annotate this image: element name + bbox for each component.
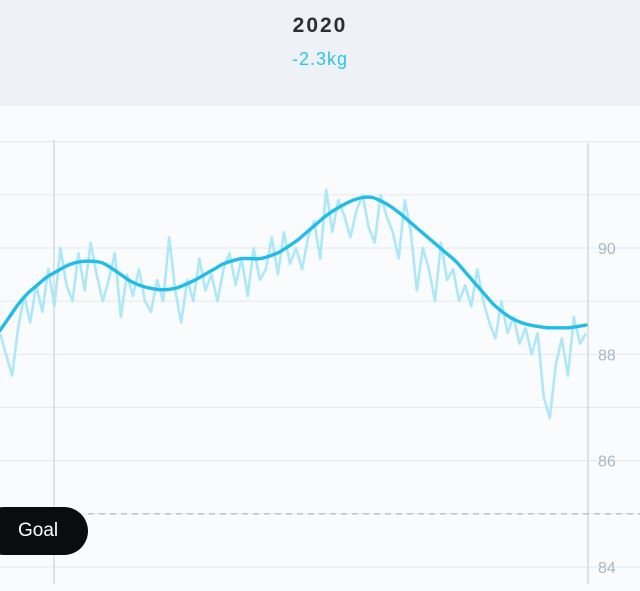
series-raw-weight xyxy=(0,188,588,420)
goal-badge[interactable] xyxy=(0,507,88,555)
y-tick-label: 84 xyxy=(598,560,616,577)
y-tick-label: 86 xyxy=(598,454,616,471)
year-title: 2020 xyxy=(292,14,348,37)
goal-label: Goal xyxy=(18,520,59,541)
y-tick-label: 90 xyxy=(598,241,616,258)
weight-change: -2.3kg xyxy=(291,49,349,69)
y-tick-label: 88 xyxy=(598,347,616,364)
grid xyxy=(0,141,640,568)
series-trend-weight xyxy=(0,195,588,333)
y-axis-labels: 84 86 88 90 xyxy=(598,241,616,577)
header: 2020 -2.3kg xyxy=(0,0,640,106)
